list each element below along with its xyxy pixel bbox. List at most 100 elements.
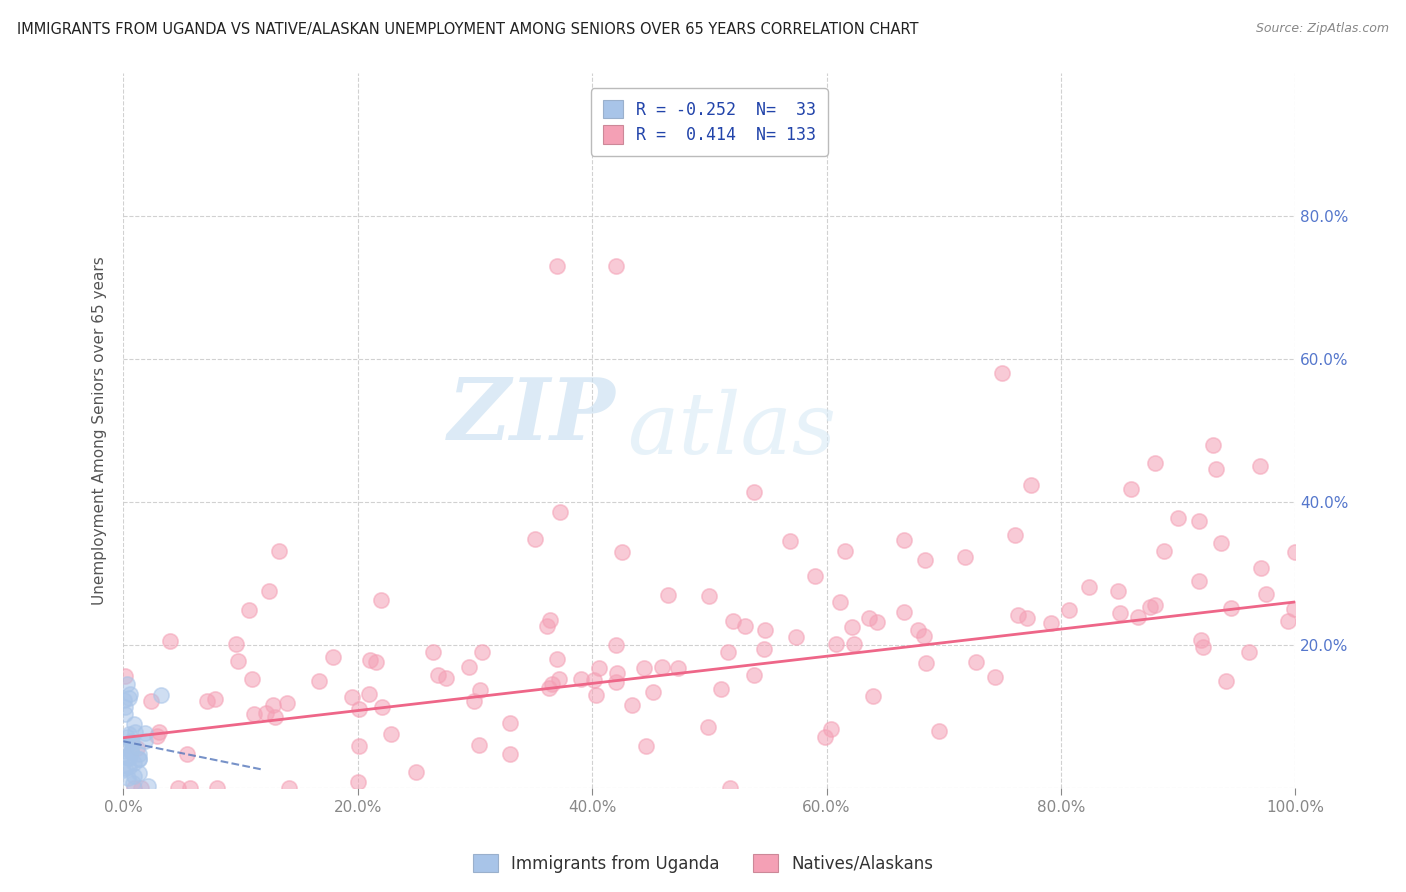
Point xyxy=(605,674,627,689)
Text: IMMIGRANTS FROM UGANDA VS NATIVE/ALASKAN UNEMPLOYMENT AMONG SENIORS OVER 65 YEAR: IMMIGRANTS FROM UGANDA VS NATIVE/ALASKAN… xyxy=(17,22,918,37)
Point xyxy=(1004,527,1026,541)
Point xyxy=(734,618,756,632)
Point xyxy=(1191,640,1213,654)
Point xyxy=(538,681,561,695)
Point xyxy=(204,691,226,706)
Point xyxy=(546,259,568,273)
Point xyxy=(422,645,444,659)
Point xyxy=(471,645,494,659)
Point xyxy=(914,657,936,671)
Point xyxy=(1126,609,1149,624)
Point xyxy=(717,645,740,659)
Point xyxy=(536,618,558,632)
Point xyxy=(124,756,146,771)
Point xyxy=(804,568,827,582)
Point xyxy=(146,729,169,743)
Point xyxy=(1021,478,1043,492)
Point xyxy=(907,624,929,638)
Point xyxy=(633,661,655,675)
Point xyxy=(742,668,765,682)
Point xyxy=(114,761,136,775)
Point xyxy=(1277,615,1299,629)
Point xyxy=(983,670,1005,684)
Point xyxy=(114,750,136,764)
Point xyxy=(141,694,163,708)
Point xyxy=(349,702,371,716)
Point xyxy=(159,634,181,648)
Point xyxy=(254,706,277,720)
Point xyxy=(1078,580,1101,594)
Point xyxy=(117,771,139,785)
Point xyxy=(118,751,141,765)
Point xyxy=(427,667,450,681)
Point xyxy=(114,699,136,714)
Point xyxy=(641,685,664,699)
Point xyxy=(1040,615,1063,630)
Point xyxy=(1015,611,1038,625)
Point xyxy=(1202,438,1225,452)
Point xyxy=(238,603,260,617)
Point xyxy=(538,613,561,627)
Point xyxy=(1007,607,1029,622)
Point xyxy=(118,690,141,705)
Point xyxy=(118,727,141,741)
Point xyxy=(120,745,142,759)
Text: atlas: atlas xyxy=(627,389,837,472)
Point xyxy=(359,687,381,701)
Point xyxy=(657,588,679,602)
Point xyxy=(893,533,915,547)
Point xyxy=(243,706,266,721)
Point xyxy=(115,677,138,691)
Point xyxy=(122,768,145,782)
Point xyxy=(122,717,145,731)
Point xyxy=(1209,535,1232,549)
Point xyxy=(257,584,280,599)
Point xyxy=(540,677,562,691)
Point xyxy=(1249,459,1271,474)
Point xyxy=(434,671,457,685)
Point xyxy=(605,638,627,652)
Point xyxy=(1143,456,1166,470)
Point xyxy=(115,731,138,745)
Point xyxy=(226,654,249,668)
Point xyxy=(128,752,150,766)
Point xyxy=(621,698,644,712)
Point xyxy=(128,765,150,780)
Point xyxy=(276,696,298,710)
Point xyxy=(636,739,658,754)
Point xyxy=(278,780,301,795)
Point xyxy=(121,739,143,753)
Point xyxy=(124,725,146,739)
Point xyxy=(1282,601,1305,615)
Y-axis label: Unemployment Among Seniors over 65 years: Unemployment Among Seniors over 65 years xyxy=(93,256,107,605)
Point xyxy=(914,553,936,567)
Point xyxy=(610,545,633,559)
Point xyxy=(127,740,149,755)
Point xyxy=(858,611,880,625)
Point xyxy=(458,660,481,674)
Point xyxy=(752,642,775,657)
Point xyxy=(380,727,402,741)
Point xyxy=(1215,674,1237,689)
Point xyxy=(359,653,381,667)
Legend: R = -0.252  N=  33, R =  0.414  N= 133: R = -0.252 N= 33, R = 0.414 N= 133 xyxy=(591,88,828,156)
Point xyxy=(546,652,568,666)
Point xyxy=(1284,545,1306,559)
Point xyxy=(824,637,846,651)
Point xyxy=(120,744,142,758)
Point xyxy=(866,615,889,629)
Point xyxy=(225,637,247,651)
Point xyxy=(569,673,592,687)
Point xyxy=(830,595,852,609)
Point xyxy=(779,533,801,548)
Point xyxy=(814,730,837,744)
Text: Source: ZipAtlas.com: Source: ZipAtlas.com xyxy=(1256,22,1389,36)
Point xyxy=(820,722,842,736)
Point xyxy=(605,259,627,273)
Point xyxy=(405,765,427,780)
Point xyxy=(912,629,935,643)
Point xyxy=(128,747,150,761)
Point xyxy=(744,484,766,499)
Point xyxy=(134,726,156,740)
Point xyxy=(128,752,150,766)
